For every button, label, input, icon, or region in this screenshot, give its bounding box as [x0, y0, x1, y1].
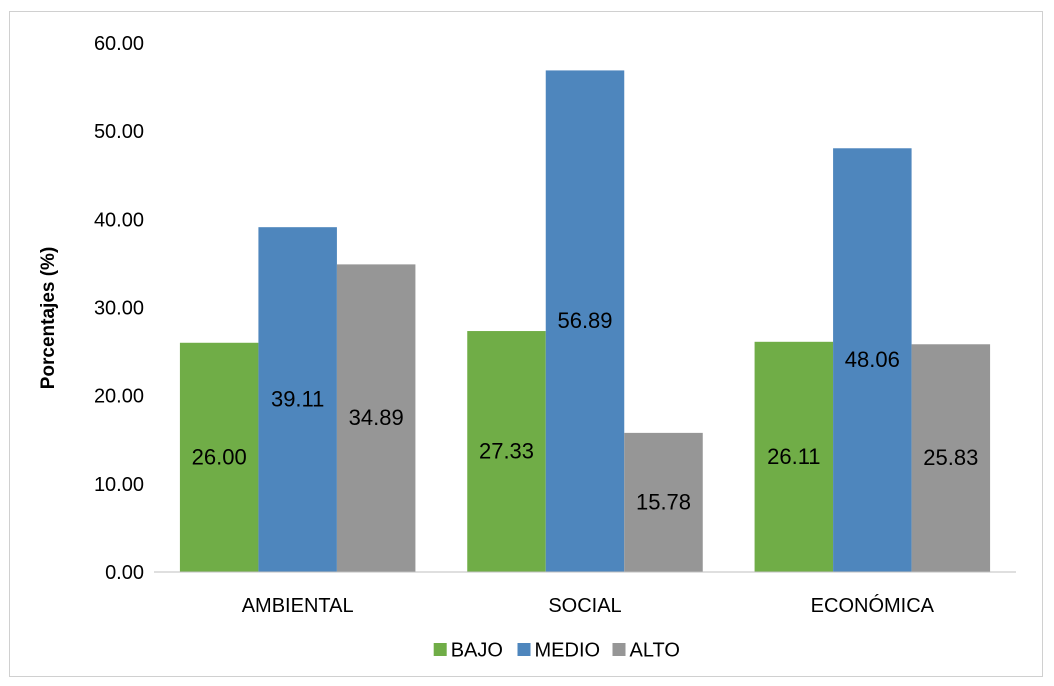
legend-swatch-bajo	[433, 643, 447, 656]
y-tick-label: 0.00	[105, 562, 144, 584]
legend-swatch-medio	[517, 643, 531, 656]
y-axis-label: Porcentajes (%)	[38, 247, 59, 390]
x-tick-label: SOCIAL	[548, 595, 621, 617]
data-label: 48.06	[845, 347, 900, 372]
data-label: 25.83	[923, 445, 978, 470]
x-tick-label: AMBIENTAL	[242, 595, 354, 617]
data-label: 26.00	[192, 444, 247, 469]
bar-medio	[258, 227, 337, 572]
data-label: 34.89	[349, 405, 404, 430]
data-label: 56.89	[557, 308, 612, 333]
y-tick-label: 50.00	[94, 121, 144, 143]
data-label: 15.78	[636, 489, 691, 514]
x-tick-label: ECONÓMICA	[811, 594, 935, 617]
x-axis: AMBIENTAL SOCIAL ECONÓMICA	[242, 594, 935, 617]
data-label: 27.33	[479, 439, 534, 464]
y-tick-label: 40.00	[94, 209, 144, 231]
legend: BAJO MEDIO ALTO	[433, 640, 680, 662]
bars: 26.00 39.11 34.89 27.33 56.89 15.78 26.11 48.06…	[179, 70, 991, 572]
y-tick-label: 10.00	[94, 474, 144, 496]
bar-chart: 0.00 10.00 20.00 30.00 40.00 50.00 60.00 Porce…	[38, 33, 1016, 662]
bar-bajo	[754, 341, 834, 572]
legend-swatch-alto	[612, 643, 626, 656]
bar-alto	[624, 432, 703, 572]
bar-medio	[545, 70, 625, 572]
legend-label: ALTO	[630, 640, 680, 662]
data-label: 39.11	[271, 387, 324, 412]
y-tick-label: 30.00	[94, 298, 144, 320]
bar-bajo	[467, 331, 546, 572]
chart-frame: 0.00 10.00 20.00 30.00 40.00 50.00 60.00 Porce…	[9, 11, 1043, 677]
bar-alto	[336, 264, 416, 572]
legend-label: BAJO	[451, 640, 503, 662]
y-tick-label: 60.00	[94, 33, 144, 55]
y-tick-label: 20.00	[94, 386, 144, 408]
bar-bajo	[179, 342, 259, 572]
y-axis: 0.00 10.00 20.00 30.00 40.00 50.00 60.00	[94, 33, 144, 584]
legend-label: MEDIO	[535, 640, 601, 662]
bar-medio	[833, 148, 912, 572]
data-label: 26.11	[767, 444, 820, 469]
bar-alto	[911, 344, 991, 572]
